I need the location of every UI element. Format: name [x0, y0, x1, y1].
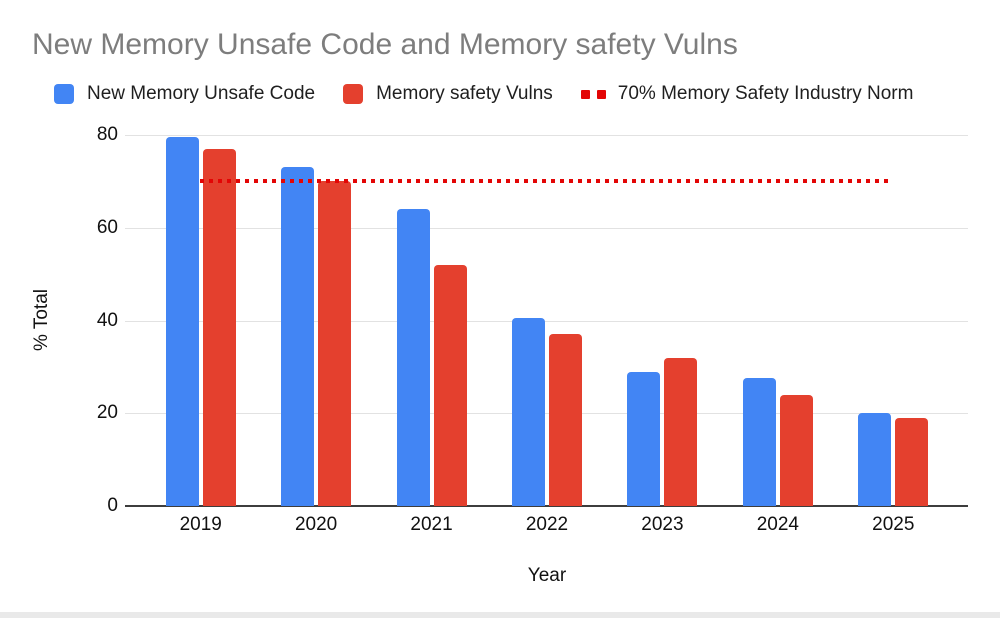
y-tick-label: 80 [96, 124, 118, 145]
bar-group-2024 [720, 135, 835, 506]
plot-area [125, 135, 968, 507]
bar-groups [143, 135, 951, 506]
legend-label: New Memory Unsafe Code [87, 83, 316, 104]
bar [281, 167, 315, 506]
bar [664, 357, 698, 506]
y-axis-title: % Total [31, 289, 52, 351]
x-tick-label: 2020 [294, 514, 338, 535]
bar [627, 371, 661, 506]
legend-item-vulns: Memory safety Vulns [343, 83, 553, 105]
bar [858, 413, 892, 506]
bar-group-2020 [258, 135, 373, 506]
x-axis-ticks: 2019 2020 2021 2022 2023 2024 2025 [143, 514, 951, 536]
y-tick-label: 0 [107, 495, 118, 516]
dotted-line-swatch-icon [580, 89, 606, 99]
chart-title: New Memory Unsafe Code and Memory safety… [32, 28, 738, 61]
bar [548, 334, 582, 506]
bar-group-2025 [836, 135, 951, 506]
bar [742, 378, 776, 506]
legend-label: 70% Memory Safety Industry Norm [617, 83, 914, 104]
x-axis-line [125, 505, 968, 507]
bar [895, 417, 929, 506]
x-tick-label: 2024 [756, 514, 799, 535]
bottom-edge-strip [0, 612, 1000, 618]
legend-item-industry-norm: 70% Memory Safety Industry Norm [580, 83, 914, 105]
bar-group-2023 [605, 135, 720, 506]
x-tick-label: 2019 [179, 514, 222, 535]
gridline [125, 135, 968, 136]
x-tick-label: 2025 [872, 514, 915, 535]
blue-series-swatch-icon [54, 84, 74, 104]
legend: New Memory Unsafe Code Memory safety Vul… [54, 82, 913, 106]
x-tick-label: 2022 [525, 514, 569, 535]
red-series-swatch-icon [343, 84, 364, 104]
x-tick-label: 2021 [410, 514, 453, 535]
legend-item-unsafe-code: New Memory Unsafe Code [54, 83, 315, 105]
bar-group-2022 [489, 135, 604, 506]
industry-norm-reference-line [200, 179, 888, 184]
y-axis-ticks: 0 20 40 60 80 [40, 124, 118, 516]
gridline [125, 320, 968, 322]
bar [165, 137, 199, 506]
y-tick-label: 60 [96, 216, 118, 238]
y-tick-label: 20 [96, 402, 118, 424]
gridline [125, 413, 968, 415]
bar [779, 394, 813, 506]
bar [511, 318, 545, 506]
gridline [125, 227, 968, 229]
y-tick-label: 40 [96, 309, 118, 331]
bar [318, 181, 352, 506]
x-tick-label: 2023 [641, 514, 684, 535]
legend-label: Memory safety Vulns [376, 83, 553, 104]
bar-group-2021 [374, 135, 489, 506]
bar-group-2019 [143, 135, 258, 506]
x-axis-title: Year [527, 565, 567, 586]
bar [202, 148, 236, 506]
bar [433, 264, 467, 506]
bar [396, 209, 430, 506]
